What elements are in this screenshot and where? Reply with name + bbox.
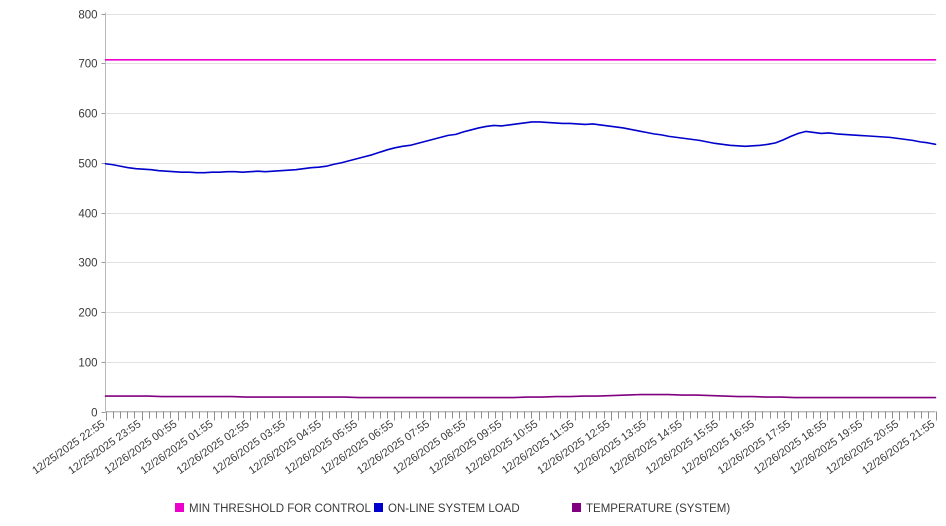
x-axis-minor-ticks	[106, 411, 937, 421]
legend-swatch	[374, 503, 383, 512]
y-tick-label: 800	[78, 10, 97, 22]
legend-swatch	[175, 503, 184, 512]
y-tick-label: 700	[78, 59, 97, 71]
series-line	[104, 393, 937, 399]
series-line	[104, 121, 937, 174]
legend-label: MIN THRESHOLD FOR CONTROL	[189, 503, 371, 515]
y-tick-label: 500	[78, 159, 97, 171]
y-tick-label: 0	[91, 408, 97, 420]
y-tick-label: 100	[78, 358, 97, 370]
series-lines	[104, 58, 937, 399]
legend-label: TEMPERATURE (SYSTEM)	[586, 503, 730, 515]
legend-label: ON-LINE SYSTEM LOAD	[388, 503, 520, 515]
y-tick-label: 400	[78, 209, 97, 221]
y-tick-label: 600	[78, 109, 97, 121]
y-tick-label: 200	[78, 308, 97, 320]
y-tick-label: 300	[78, 258, 97, 270]
chart-legend: MIN THRESHOLD FOR CONTROL ON-LINE SYSTEM …	[175, 503, 730, 515]
y-axis: 0 100 200 300 400 500 600 700 800	[78, 10, 106, 420]
gridlines	[105, 14, 936, 413]
legend-swatch	[572, 503, 581, 512]
